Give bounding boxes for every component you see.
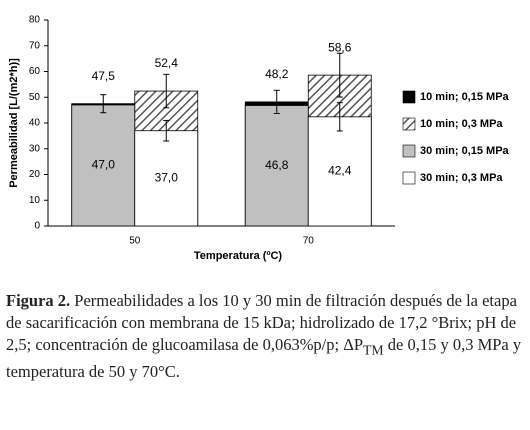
legend-swatch [402,117,416,131]
legend-label: 30 min; 0,3 MPa [420,172,503,184]
bar [134,130,199,227]
caption-subscript: TM [363,342,384,358]
bar [71,104,136,227]
legend-label: 30 min; 0,15 MPa [420,145,510,157]
bar [307,116,372,227]
y-tick-label: 40 [29,118,41,129]
data-label: 47,0 [92,158,116,172]
y-tick-label: 70 [29,40,41,51]
data-label: 42,4 [328,164,352,178]
data-label: 52,4 [155,56,179,70]
data-label: 46,8 [265,158,289,172]
legend-swatch [402,171,416,185]
x-axis-label: Temperatura (ºC) [194,250,282,262]
y-tick-label: 30 [29,143,41,154]
legend-label: 10 min; 0,15 MPa [420,91,510,103]
y-axis-label: Permeabilidad [L/(m2*h)] [8,58,20,188]
data-label: 48,2 [265,67,289,81]
bar [244,105,309,227]
y-tick-label: 20 [29,169,41,180]
caption-label: Figura 2. [6,291,71,310]
caption: Figura 2. Permeabilidades a los 10 y 30 … [6,290,524,383]
caption-text: de 0,15 y 0,3 MPa y temperatura de 50 y … [6,335,522,382]
y-tick-label: 50 [29,92,41,103]
y-tick-label: 80 [29,15,41,26]
data-label: 47,5 [92,69,116,83]
caption-text: Permeabilidades a los 10 y 30 min de fil… [6,291,517,354]
chart: Permeabilidad [L/(m2*h)] Temperatura (ºC… [8,15,510,262]
y-tick-label: 60 [29,66,41,77]
legend-swatch [402,144,416,158]
x-tick-label: 70 [303,236,315,247]
y-tick-label: 10 [29,195,41,206]
data-label: 58,6 [328,40,352,54]
x-tick-label: 50 [129,236,141,247]
y-tick-label: 0 [34,221,40,232]
data-label: 37,0 [155,171,179,185]
legend-swatch [402,90,416,104]
legend-label: 10 min; 0,3 MPa [420,118,503,130]
